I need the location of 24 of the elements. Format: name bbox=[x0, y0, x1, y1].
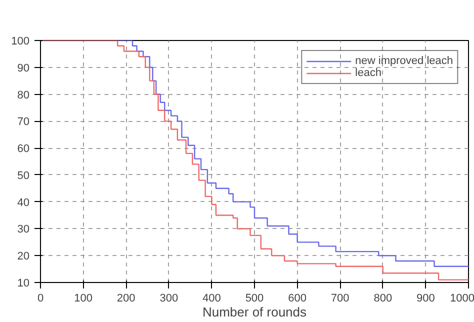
legend-label: new improved leach bbox=[355, 55, 453, 67]
x-axis-title: Number of rounds bbox=[202, 304, 308, 320]
x-tick-label: 300 bbox=[160, 292, 178, 304]
y-tick-label: 90 bbox=[17, 62, 30, 74]
y-tick-label: 10 bbox=[17, 278, 30, 290]
x-tick-label: 200 bbox=[116, 292, 136, 304]
x-tick-label: 900 bbox=[416, 292, 435, 304]
y-tick-label: 80 bbox=[17, 89, 30, 102]
y-tick-label: 100 bbox=[11, 36, 30, 48]
x-tick-label: 1000 bbox=[450, 292, 474, 304]
x-tick-label: 0 bbox=[37, 292, 44, 304]
y-tick-label: 70 bbox=[17, 116, 30, 128]
y-tick-label: 30 bbox=[17, 224, 30, 236]
y-tick-label: 20 bbox=[17, 250, 30, 263]
legend-label: leach bbox=[355, 67, 382, 79]
y-tick-label: 60 bbox=[17, 143, 30, 156]
y-tick-label: 50 bbox=[17, 170, 30, 182]
y-tick-label: 40 bbox=[17, 196, 30, 209]
x-tick-label: 500 bbox=[245, 292, 264, 304]
x-tick-label: 100 bbox=[74, 292, 92, 304]
x-tick-label: 600 bbox=[288, 292, 306, 304]
x-tick-label: 800 bbox=[374, 292, 392, 304]
x-tick-label: 700 bbox=[330, 292, 350, 304]
x-tick-label: 400 bbox=[202, 292, 221, 304]
